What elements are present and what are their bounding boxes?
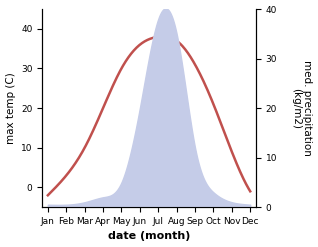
X-axis label: date (month): date (month)	[108, 231, 190, 242]
Y-axis label: med. precipitation
(kg/m2): med. precipitation (kg/m2)	[291, 60, 313, 156]
Y-axis label: max temp (C): max temp (C)	[5, 72, 16, 144]
